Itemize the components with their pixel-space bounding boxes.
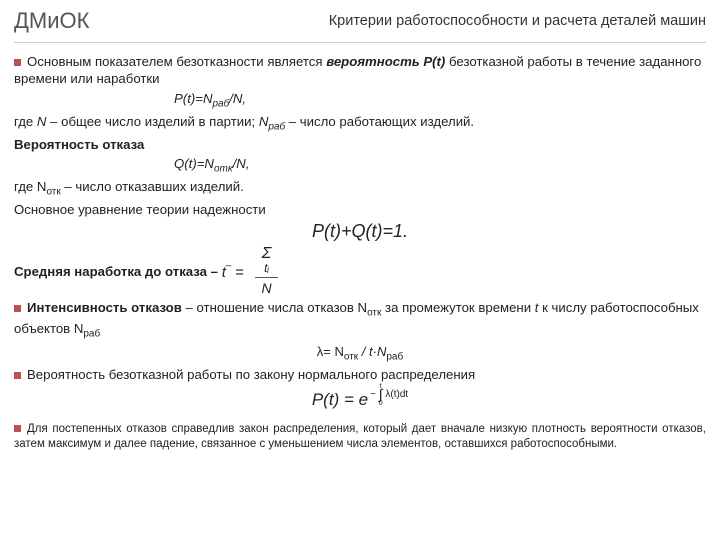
p5: Основное уравнение теории надежности [14,202,266,217]
exp-exponent: − t ∫ 0 λ(t)dt [370,383,408,407]
p2e: – число работающих изделий. [285,114,474,129]
eq1-sub: раб [212,98,229,109]
eq2-tail: /N, [233,156,250,171]
p2dsub: раб [268,121,285,132]
p3: Вероятность отказа [14,137,144,152]
paragraph-where-notk: где Nотк – число отказавших изделий. [14,178,706,199]
p7c: за промежуток времени [381,300,534,315]
document-body: Основным показателем безотказности являе… [0,43,720,452]
eq2-sub: отк [214,164,233,175]
fraction-sigma: Σ tᵢ N [255,248,277,297]
lambda-sub2: раб [386,351,403,362]
fraction-den: N [255,277,277,297]
bullet-icon [14,305,21,312]
exp-body: λ(t)dt [385,390,408,400]
bullet-icon [14,59,21,66]
header-title: Критерии работоспособности и расчета дет… [329,13,706,29]
equation-q-of-t: Q(t)=Nотк/N, [14,155,706,176]
t-bar-lhs: t‾ = [222,263,244,283]
final-text: Для постепенных отказов справедлив закон… [14,423,706,450]
bullet-icon [14,425,21,432]
equation-lambda: λ= Nотк / t·Nраб [14,343,706,364]
p7a: Интенсивность отказов [27,300,182,315]
paragraph-mean-time: Средняя наработка до отказа – t‾ = Σ tᵢ … [14,248,706,297]
page-header: ДМиОК Критерии работоспособности и расче… [0,0,720,38]
lambda-mid: / t·N [358,344,386,359]
eq1-main: P(t)=N [174,91,212,106]
p4a: где N [14,179,46,194]
t-i: tᵢ [264,261,269,275]
lambda-a: λ= N [317,344,344,359]
lambda-sub1: отк [344,351,358,362]
p2a: где [14,114,37,129]
p2d: N [259,114,269,129]
paragraph-normal-dist: Вероятность безотказной работы по закону… [14,366,706,383]
equation-exponential: P(t) = e − t ∫ 0 λ(t)dt [14,389,706,411]
exp-lhs: P(t) = e [312,390,368,409]
equation-p-of-t: P(t)=Nраб/N, [14,90,706,111]
eq1-tail: /N, [229,91,246,106]
paragraph-intensity: Интенсивность отказов – отношение числа … [14,299,706,341]
exp-lower-limit: 0 [379,400,383,407]
p2c: – общее число изделий в партии; [46,114,258,129]
paragraph-where-n: где N – общее число изделий в партии; Nр… [14,113,706,134]
p8: Вероятность безотказной работы по закону… [27,367,475,382]
paragraph-intro: Основным показателем безотказности являе… [14,53,706,88]
p4sub: отк [46,186,60,197]
fraction-num: Σ tᵢ [255,248,277,277]
text-p1a: Основным показателем безотказности являе… [27,54,326,69]
sigma-icon: Σ [255,248,277,259]
p7sub: отк [367,308,381,319]
header-course-code: ДМиОК [14,8,89,34]
text-p1b: вероятность P(t) [326,54,445,69]
p4b: – число отказавших изделий. [61,179,244,194]
p7sub2: раб [83,329,100,340]
p6: Средняя наработка до отказа – [14,264,218,279]
equation-sum-one: P(t)+Q(t)=1. [14,220,706,244]
integral-icon: ∫ [379,390,383,400]
bullet-icon [14,372,21,379]
exp-minus: − [370,390,376,400]
heading-failure-prob: Вероятность отказа [14,136,706,153]
p7b: – отношение числа отказов N [182,300,367,315]
paragraph-main-eq: Основное уравнение теории надежности [14,201,706,218]
paragraph-final: Для постепенных отказов справедлив закон… [14,422,706,452]
eq2-main: Q(t)=N [174,156,214,171]
